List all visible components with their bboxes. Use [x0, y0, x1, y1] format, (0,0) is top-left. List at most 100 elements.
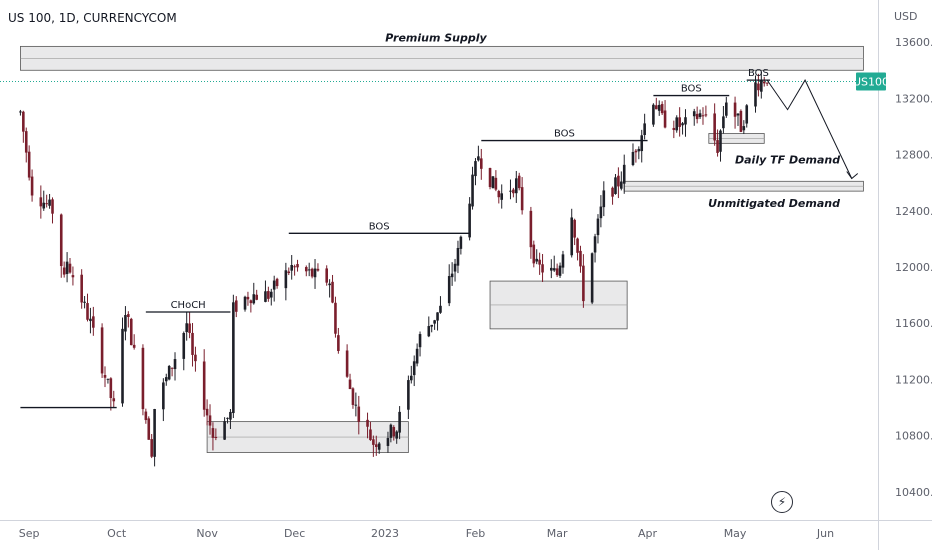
- candle-body: [494, 177, 498, 190]
- candle-body: [514, 178, 518, 194]
- candle-body: [30, 176, 34, 196]
- candle-body: [106, 378, 110, 380]
- candle-body: [450, 273, 454, 278]
- candle-body: [596, 218, 600, 236]
- candle-body: [310, 268, 314, 277]
- candle-body: [634, 150, 638, 153]
- candle-body: [68, 263, 72, 273]
- time-tick-label: Feb: [466, 527, 485, 540]
- candle-body: [754, 82, 757, 107]
- candle-body: [357, 406, 361, 422]
- candle-body: [45, 203, 48, 205]
- candle-body: [593, 236, 597, 253]
- lightning-icon[interactable]: ⚡: [771, 491, 793, 513]
- candle-body: [144, 411, 148, 421]
- candle-body: [48, 199, 51, 206]
- candle-body: [167, 366, 171, 380]
- candle-body: [150, 439, 153, 457]
- candle-body: [264, 291, 267, 302]
- bos-label: BOS: [748, 68, 769, 79]
- candle-body: [760, 80, 763, 92]
- premium-supply-label: Premium Supply: [385, 31, 487, 44]
- candle-body: [328, 283, 331, 286]
- candle-body: [377, 443, 381, 450]
- candle-body: [561, 254, 565, 268]
- candle-body: [71, 275, 75, 278]
- candle-body: [127, 314, 130, 318]
- candle-body: [500, 193, 504, 200]
- candle-body: [307, 269, 311, 271]
- symbol-header: US 100, 1D, CURRENCYCOM: [8, 11, 177, 25]
- candle-body: [39, 197, 43, 207]
- candle-body: [695, 113, 699, 120]
- projection-arrowhead: [846, 171, 859, 180]
- candle-body: [252, 294, 256, 304]
- candle-body: [765, 82, 769, 84]
- candle-body: [325, 268, 328, 283]
- candle-body: [243, 296, 247, 310]
- currency-label: USD: [894, 10, 918, 23]
- candle-body: [477, 156, 480, 161]
- candle-body: [153, 409, 156, 457]
- candle-body: [42, 202, 46, 209]
- candle-body: [185, 323, 188, 333]
- price-tick-label: 13200.0: [895, 92, 932, 105]
- candle-body: [733, 102, 737, 117]
- candle-body: [579, 250, 582, 267]
- time-tick-label: Nov: [196, 527, 218, 540]
- candle-body: [331, 281, 334, 303]
- price-tick-label: 12000.0: [895, 261, 932, 274]
- candle-body: [234, 300, 238, 312]
- unmitigated-demand-label: Unmitigated Demand: [708, 197, 840, 210]
- time-tick-label: 2023: [371, 527, 399, 540]
- candle-body: [640, 135, 644, 152]
- candle-body: [132, 344, 136, 348]
- bos-label: BOS: [369, 221, 390, 232]
- candle-body: [471, 174, 474, 207]
- candle-body: [716, 140, 719, 153]
- candle-body: [459, 236, 463, 249]
- time-tick-label: Jun: [816, 527, 834, 540]
- candle-body: [24, 131, 28, 153]
- candle-body: [62, 267, 66, 275]
- candle-body: [290, 265, 293, 271]
- candle-body: [415, 348, 419, 364]
- candle-body: [745, 105, 749, 124]
- candle-body: [191, 332, 194, 355]
- candle-body: [296, 264, 299, 268]
- candle-body: [611, 187, 614, 197]
- candle-body: [348, 379, 352, 390]
- candle-body: [474, 161, 477, 177]
- candle-body: [660, 104, 664, 114]
- candle-body: [22, 111, 25, 132]
- candle-body: [541, 264, 544, 273]
- candle-body: [617, 175, 620, 187]
- candle-body: [573, 219, 576, 238]
- candle-body: [433, 320, 436, 324]
- candle-body: [576, 238, 579, 253]
- candle-body: [652, 104, 655, 125]
- candle-body: [121, 328, 124, 404]
- candle-body: [590, 253, 594, 303]
- candle-body: [550, 267, 553, 271]
- price-tick-label: 12800.0: [895, 149, 932, 162]
- candle-body: [520, 187, 524, 211]
- candle-body: [354, 404, 358, 406]
- candle-body: [657, 104, 661, 111]
- candle-body: [555, 268, 559, 276]
- candle-body: [89, 318, 92, 322]
- candle-body: [602, 190, 606, 208]
- candle-body: [51, 199, 54, 214]
- candle-body: [229, 411, 232, 420]
- candle-body: [92, 316, 95, 328]
- candle-body: [713, 113, 716, 141]
- candle-body: [427, 326, 431, 337]
- candle-body: [736, 113, 740, 116]
- candle-body: [246, 296, 250, 300]
- candle-body: [582, 265, 585, 302]
- candle-body: [249, 300, 253, 304]
- candle-body: [439, 305, 442, 313]
- candle-body: [129, 318, 133, 346]
- candle-body: [643, 123, 646, 135]
